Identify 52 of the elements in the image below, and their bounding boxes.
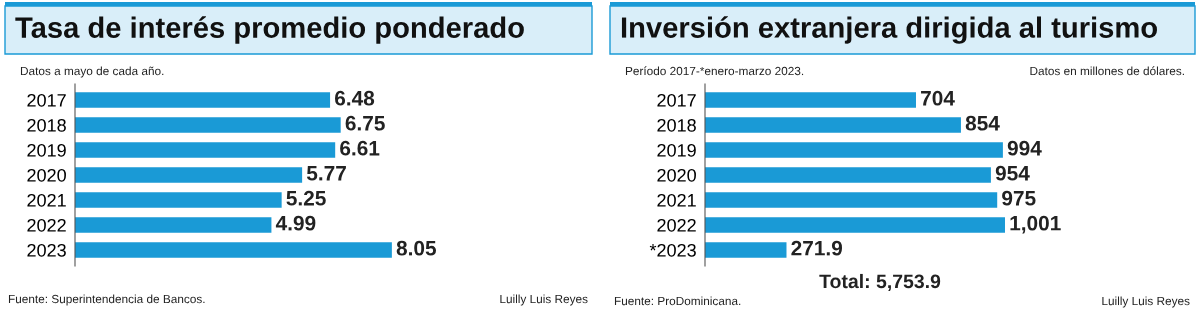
bar: [75, 142, 336, 158]
data-label: 6.61: [340, 140, 380, 156]
bar: [75, 242, 392, 258]
bar: [75, 117, 341, 133]
y-tick-label: 2018: [27, 118, 66, 132]
y-tick-label: 2019: [27, 143, 66, 157]
chart-title: Tasa de interés promedio ponderado: [15, 16, 524, 44]
text: Luilly Luis Reyes: [1102, 296, 1190, 308]
bar: [705, 192, 998, 208]
data-label: 994: [1007, 140, 1042, 156]
y-tick-label: 2018: [657, 118, 696, 132]
data-label: 6.75: [345, 115, 385, 131]
bar: [705, 217, 1005, 233]
y-tick-label: 2020: [27, 168, 66, 182]
bar: [75, 192, 282, 208]
data-label: 5.77: [306, 166, 346, 181]
data-label: 8.05: [396, 240, 437, 256]
text: Datos en millones de dólares.: [1030, 66, 1184, 76]
bar: [705, 242, 787, 258]
data-label: 975: [1002, 190, 1036, 206]
data-label: 271.9: [791, 240, 843, 256]
bar: [705, 167, 991, 183]
y-tick-label: 2017: [657, 93, 696, 107]
bar: [75, 217, 272, 233]
data-label: 6.48: [335, 90, 375, 106]
source-note: Fuente: Superintendencia de Bancos.: [8, 294, 205, 306]
y-tick-label: 2021: [657, 193, 696, 207]
y-tick-label: 2017: [27, 93, 66, 107]
y-tick-label: 2022: [657, 218, 696, 232]
bar: [75, 167, 303, 183]
y-tick-label: 2022: [27, 218, 66, 232]
data-label: 4.99: [275, 215, 316, 231]
y-tick-label: 2023: [27, 243, 66, 257]
bar: [75, 92, 331, 108]
chart-title: Inversión extranjera dirigida al turismo: [621, 16, 1157, 44]
bar: [705, 117, 961, 133]
chart-subtitle: Período 2017-*enero-marzo 2023.: [625, 66, 804, 76]
text: Total: 5,753.9: [819, 273, 941, 292]
text: Luilly Luis Reyes: [500, 294, 588, 306]
data-label: 704: [921, 90, 955, 106]
y-tick-label: 2019: [657, 143, 696, 157]
source-note: Fuente: ProDominicana.: [614, 296, 741, 306]
data-label: 854: [965, 115, 1000, 131]
chart-subtitle: Datos a mayo de cada año.: [20, 66, 164, 78]
bar: [705, 142, 1003, 158]
y-tick-label: 2021: [27, 193, 66, 207]
bar: [705, 92, 916, 108]
data-label: 954: [995, 165, 1030, 181]
y-tick-label: *2023: [649, 243, 696, 257]
data-label: 5.25: [286, 190, 326, 206]
data-label: 1,001: [1010, 215, 1061, 234]
y-tick-label: 2020: [657, 168, 696, 182]
